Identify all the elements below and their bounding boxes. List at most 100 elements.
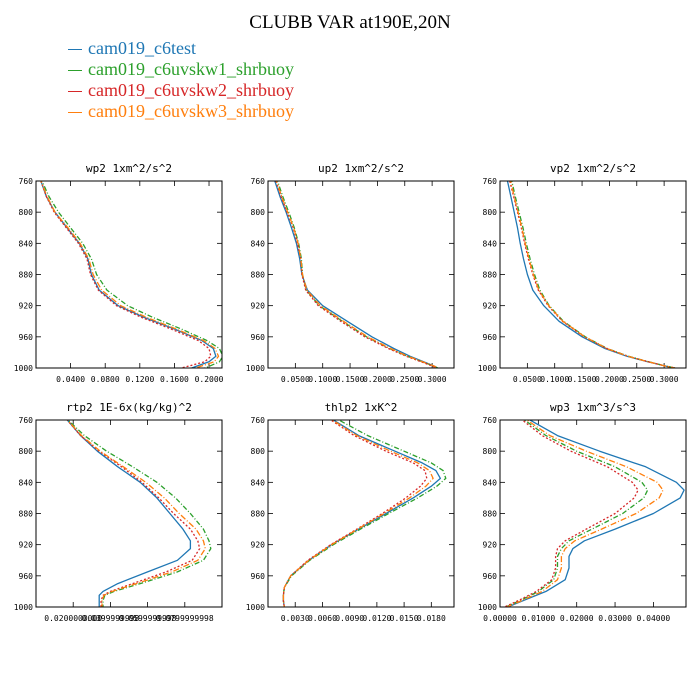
legend-label-c6test: cam019_c6test (88, 38, 196, 58)
y-tick-label: 920 (251, 302, 266, 311)
x-tick-label: 0.1500 (568, 375, 597, 384)
y-tick-label: 920 (251, 541, 266, 550)
y-tick-label: 800 (483, 208, 498, 217)
x-tick-label: 0.1500 (336, 375, 365, 384)
y-tick-label: 960 (483, 333, 498, 342)
series-line-4 (282, 420, 434, 607)
series-line-2 (511, 181, 676, 368)
y-tick-label: 1000 (14, 364, 33, 373)
series-line-1 (274, 181, 438, 368)
series-line-4 (66, 420, 206, 607)
legend-swatch-uvskw3 (68, 112, 82, 114)
y-tick-label: 880 (251, 510, 266, 519)
x-tick-label: 0.03000 (598, 614, 632, 623)
y-tick-label: 960 (251, 333, 266, 342)
panel-title: rtp2 1E-6x(kg/kg)^2 (66, 401, 192, 414)
series-line-2 (67, 420, 212, 607)
y-tick-label: 920 (483, 541, 498, 550)
y-tick-label: 1000 (246, 364, 265, 373)
y-tick-label: 840 (483, 239, 498, 248)
series-line-3 (509, 181, 676, 368)
legend-label-uvskw1: cam019_c6uvskw1_shrbuoy (88, 59, 294, 79)
panel-title: vp2 1xm^2/s^2 (550, 162, 636, 175)
x-tick-label: 0.0200000000 (44, 614, 102, 623)
x-tick-label: 0.0799999998 (156, 614, 214, 623)
x-tick-label: 0.3000 (418, 375, 447, 384)
legend-label-uvskw3: cam019_c6uvskw3_shrbuoy (88, 101, 294, 121)
y-tick-label: 840 (251, 239, 266, 248)
plot-frame (499, 419, 687, 608)
panel-title: wp2 1xm^2/s^2 (86, 162, 172, 175)
x-tick-label: 0.0599999998 (119, 614, 177, 623)
x-tick-label: 0.1200 (125, 375, 154, 384)
legend-item: cam019_c6test (68, 38, 294, 59)
series-line-1 (66, 420, 192, 607)
x-tick-label: 0.2000 (363, 375, 392, 384)
y-tick-label: 880 (483, 510, 498, 519)
panel-title: thlp2 1xK^2 (325, 401, 398, 414)
y-tick-label: 760 (483, 416, 498, 425)
y-tick-label: 960 (483, 572, 498, 581)
y-tick-label: 840 (19, 478, 34, 487)
y-tick-label: 840 (251, 478, 266, 487)
x-tick-label: 0.0030 (281, 614, 310, 623)
legend-swatch-c6test (68, 49, 82, 51)
y-tick-label: 880 (19, 271, 34, 280)
y-tick-label: 840 (483, 478, 498, 487)
y-tick-label: 1000 (478, 603, 497, 612)
x-tick-label: 0.0399999998 (82, 614, 140, 623)
x-tick-label: 0.0060 (308, 614, 337, 623)
legend-swatch-uvskw2 (68, 91, 82, 93)
y-tick-label: 800 (19, 447, 34, 456)
panel-title: wp3 1xm^3/s^3 (550, 401, 636, 414)
legend-item: cam019_c6uvskw1_shrbuoy (68, 59, 294, 80)
y-tick-label: 880 (483, 271, 498, 280)
y-tick-label: 800 (19, 208, 34, 217)
y-tick-label: 920 (483, 302, 498, 311)
series-line-4 (275, 181, 438, 368)
plot-frame (267, 419, 455, 608)
x-tick-label: 0.0800 (91, 375, 120, 384)
x-tick-label: 0.0150 (390, 614, 419, 623)
legend-item: cam019_c6uvskw2_shrbuoy (68, 80, 294, 101)
series-line-3 (282, 420, 428, 607)
series-line-1 (40, 181, 217, 368)
page-title: CLUBB VAR at190E,20N (249, 12, 451, 33)
x-tick-label: 0.2000 (595, 375, 624, 384)
x-tick-label: 0.0400 (56, 375, 85, 384)
plot-frame (35, 180, 223, 369)
panel-title: up2 1xm^2/s^2 (318, 162, 404, 175)
x-tick-label: 0.0180 (417, 614, 446, 623)
y-tick-label: 920 (19, 302, 34, 311)
series-line-4 (40, 181, 220, 368)
series-line-4 (506, 420, 664, 607)
series-line-2 (276, 181, 438, 368)
y-tick-label: 880 (19, 510, 34, 519)
x-tick-label: 0.1600 (160, 375, 189, 384)
x-tick-label: 0.04000 (637, 614, 671, 623)
series-line-3 (504, 420, 639, 607)
x-tick-label: 0.2500 (622, 375, 651, 384)
y-tick-label: 960 (251, 572, 266, 581)
plot-frame (35, 419, 223, 608)
plot-frame (267, 180, 455, 369)
x-tick-label: 0.2500 (390, 375, 419, 384)
series-line-3 (40, 181, 212, 368)
y-tick-label: 880 (251, 271, 266, 280)
y-tick-label: 840 (19, 239, 34, 248)
y-tick-label: 800 (251, 208, 266, 217)
x-tick-label: 0.2000 (195, 375, 224, 384)
y-tick-label: 1000 (478, 364, 497, 373)
x-tick-label: 0.00000 (483, 614, 517, 623)
x-tick-label: 0.0090 (335, 614, 364, 623)
y-tick-label: 1000 (14, 603, 33, 612)
y-tick-label: 800 (483, 447, 498, 456)
x-tick-label: 0.0500 (513, 375, 542, 384)
y-tick-label: 800 (251, 447, 266, 456)
legend: cam019_c6test cam019_c6uvskw1_shrbuoy ca… (68, 38, 294, 122)
plot-frame (499, 180, 687, 369)
series-line-1 (282, 420, 442, 607)
y-tick-label: 760 (483, 177, 498, 186)
series-line-2 (505, 420, 649, 607)
